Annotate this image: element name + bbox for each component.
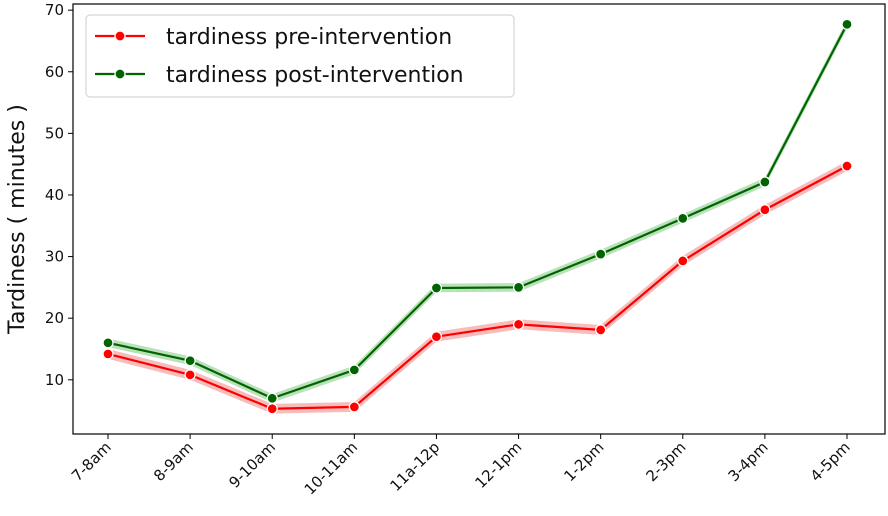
data-point xyxy=(595,248,607,260)
x-tick-label: 7-8am xyxy=(68,438,115,485)
plot-frame xyxy=(72,3,886,435)
y-tick-label: 10 xyxy=(45,371,64,389)
y-tick-label: 20 xyxy=(45,309,64,327)
legend-label-0: tardiness pre-intervention xyxy=(166,25,452,50)
legend-marker-1 xyxy=(114,68,126,80)
data-point xyxy=(184,355,196,367)
data-point xyxy=(512,318,525,330)
data-point xyxy=(348,364,360,376)
data-point xyxy=(759,204,771,216)
series-line-0 xyxy=(107,165,848,410)
legend-label-1: tardiness post-intervention xyxy=(166,63,464,88)
y-axis-label: Tardiness ( minutes ) xyxy=(5,104,30,335)
y-tick-label: 50 xyxy=(45,124,64,142)
data-point xyxy=(595,324,607,336)
y-tick-label: 60 xyxy=(45,63,64,81)
x-axis: 7-8am 8-9am 9-10am 10-11am 11a-12p 12-1pm 1-2p… xyxy=(68,434,854,498)
x-tick-label: 9-10am xyxy=(225,438,279,492)
data-point xyxy=(759,176,771,188)
legend-box xyxy=(85,14,515,98)
data-point xyxy=(512,281,525,294)
legend: tardiness pre-intervention tardiness post… xyxy=(85,14,515,98)
data-point xyxy=(266,403,278,415)
x-tick-label: 1-2pm xyxy=(560,438,607,485)
data-point xyxy=(430,282,443,294)
data-point xyxy=(102,337,114,349)
x-tick-label: 8-9am xyxy=(150,438,197,485)
data-point xyxy=(266,392,278,404)
data-point xyxy=(184,369,196,381)
legend-marker-0 xyxy=(114,30,126,42)
y-axis: 10 20 30 40 50 60 70 xyxy=(45,1,73,389)
data-point xyxy=(677,212,689,225)
y-tick-label: 40 xyxy=(45,186,64,204)
series-lines xyxy=(107,23,848,410)
data-point xyxy=(677,255,689,267)
x-tick-label: 12-1pm xyxy=(472,438,526,492)
x-tick-label: 4-5pm xyxy=(807,438,854,485)
x-tick-label: 3-4pm xyxy=(725,438,772,485)
y-tick-label: 70 xyxy=(45,1,64,19)
y-tick-label: 30 xyxy=(45,248,64,266)
data-point xyxy=(841,160,853,172)
series-points xyxy=(102,18,853,415)
x-tick-label: 2-3pm xyxy=(642,438,689,485)
x-tick-label: 10-11am xyxy=(301,438,361,498)
data-point xyxy=(430,331,443,343)
series-line-1 xyxy=(107,23,848,400)
data-point xyxy=(841,18,853,30)
x-tick-label: 11a-12p xyxy=(386,438,443,495)
data-point xyxy=(102,348,114,360)
data-point xyxy=(348,401,360,413)
